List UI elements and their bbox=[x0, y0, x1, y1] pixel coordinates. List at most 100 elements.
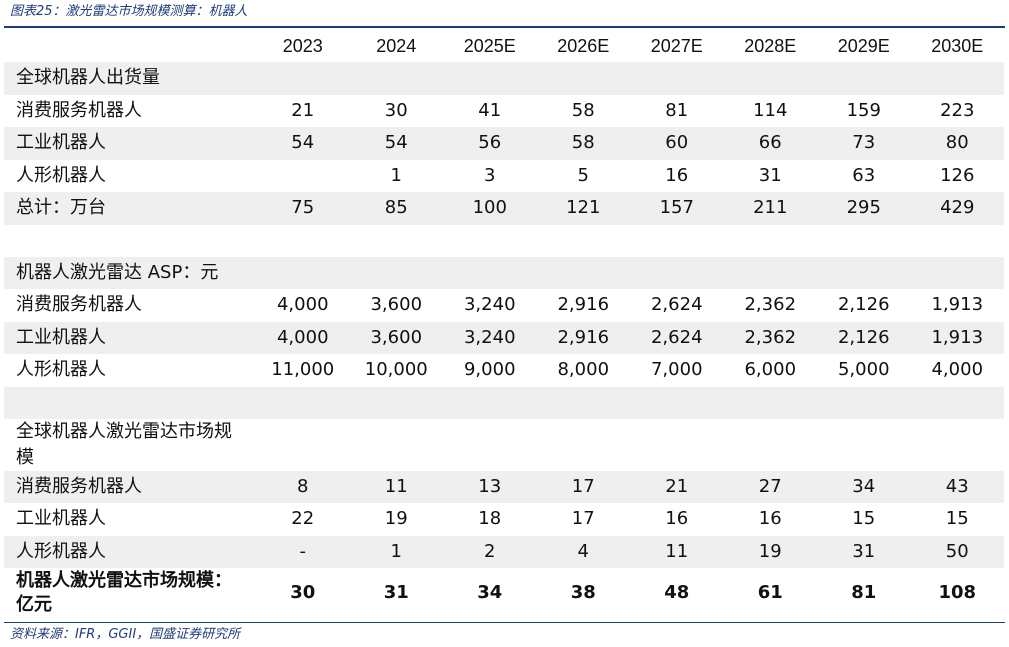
total-cell: 30 bbox=[290, 582, 316, 603]
row-label: 消费服务机器人 bbox=[4, 470, 256, 503]
table-cell: 100 bbox=[443, 192, 537, 225]
source-note: 资料来源：IFR，GGII，国盛证券研究所 bbox=[10, 627, 241, 642]
table-cell: 11,000 bbox=[271, 359, 335, 381]
table-cell: 3,240 bbox=[463, 294, 516, 316]
table-cell: 3 bbox=[484, 164, 496, 186]
row-label: 人形机器人 bbox=[4, 535, 256, 568]
lidar-market-table: 2023 2024 2025E 2026E 2027E 2028E 2029E … bbox=[4, 30, 1004, 618]
table-row: 消费服务机器人 8 11 13 17 21 27 34 43 bbox=[4, 470, 1004, 503]
table-cell: 34 bbox=[817, 470, 911, 503]
table-cell: 2,624 bbox=[650, 294, 703, 316]
row-label: 消费服务机器人 bbox=[16, 294, 142, 316]
table-cell: 2,624 bbox=[630, 321, 724, 354]
year-header: 2030E bbox=[931, 36, 984, 56]
table-cell: 2,126 bbox=[837, 294, 890, 316]
section-title: 全球机器人出货量 bbox=[4, 62, 256, 95]
table-cell: 1 bbox=[349, 535, 443, 568]
spacer-row bbox=[4, 225, 1004, 257]
table-cell: 75 bbox=[256, 192, 350, 225]
row-label: 工业机器人 bbox=[4, 321, 256, 354]
section-title: 全球机器人激光雷达市场规模 bbox=[16, 420, 232, 468]
table-cell: 10,000 bbox=[364, 359, 428, 381]
table-cell: 50 bbox=[910, 535, 1004, 568]
table-cell: 4,000 bbox=[931, 359, 984, 381]
table-cell: 11 bbox=[349, 470, 443, 503]
row-label: 工业机器人 bbox=[4, 127, 256, 160]
year-header: 2027E bbox=[650, 36, 703, 56]
table-cell: 19 bbox=[384, 508, 408, 530]
table-cell: 429 bbox=[910, 192, 1004, 225]
total-cell: 61 bbox=[757, 582, 783, 603]
table-cell: 8,000 bbox=[557, 359, 610, 381]
table-cell: 80 bbox=[910, 127, 1004, 160]
table-cell: 58 bbox=[571, 99, 595, 121]
table-cell: 2,916 bbox=[557, 294, 610, 316]
table-cell: 11 bbox=[630, 535, 724, 568]
table-cell: 66 bbox=[723, 127, 817, 160]
top-rule bbox=[4, 26, 1005, 28]
section-title-row: 全球机器人出货量 bbox=[4, 62, 1004, 95]
year-header: 2029E bbox=[837, 36, 890, 56]
table-row: 总计：万台 75 85 100 121 157 211 295 429 bbox=[4, 192, 1004, 225]
row-label: 消费服务机器人 bbox=[16, 99, 142, 121]
year-header: 2024 bbox=[376, 36, 417, 56]
table-row: 工业机器人 54 54 56 58 60 66 73 80 bbox=[4, 127, 1004, 160]
table-cell: 4,000 bbox=[256, 321, 350, 354]
total-cell: 108 bbox=[938, 582, 977, 603]
table-cell: 21 bbox=[630, 470, 724, 503]
table-cell: 16 bbox=[665, 164, 689, 186]
table-cell: 21 bbox=[291, 99, 315, 121]
table-row: 工业机器人 4,000 3,600 3,240 2,916 2,624 2,36… bbox=[4, 321, 1004, 354]
table-cell: 2,916 bbox=[536, 321, 630, 354]
table-cell: 3,600 bbox=[349, 321, 443, 354]
table-cell: 41 bbox=[478, 99, 502, 121]
table-cell: - bbox=[256, 535, 350, 568]
table-cell: 18 bbox=[478, 508, 502, 530]
table-row: 人形机器人 11,000 10,000 9,000 8,000 7,000 6,… bbox=[4, 354, 1004, 387]
table-cell: 56 bbox=[443, 127, 537, 160]
row-label: 人形机器人 bbox=[16, 164, 106, 186]
spacer-row bbox=[4, 386, 1004, 419]
table-cell: 1,913 bbox=[910, 321, 1004, 354]
total-cell: 38 bbox=[570, 582, 596, 603]
table-cell: 27 bbox=[723, 470, 817, 503]
table-cell: 1,913 bbox=[931, 294, 984, 316]
header-empty-cell bbox=[4, 30, 256, 62]
total-cell: 31 bbox=[383, 582, 409, 603]
row-label: 总计：万台 bbox=[4, 192, 256, 225]
table-cell: 8 bbox=[256, 470, 350, 503]
total-row: 机器人激光雷达市场规模：亿元 30 31 34 38 48 61 81 108 bbox=[4, 568, 1004, 618]
table-cell: 121 bbox=[536, 192, 630, 225]
table-row: 消费服务机器人 21 30 41 58 81 114 159 223 bbox=[4, 95, 1004, 128]
table-cell: 223 bbox=[940, 99, 975, 121]
total-cell: 34 bbox=[477, 582, 503, 603]
table-cell: 43 bbox=[910, 470, 1004, 503]
table-cell: 114 bbox=[753, 99, 788, 121]
row-label: 人形机器人 bbox=[16, 359, 106, 381]
year-header: 2028E bbox=[744, 36, 797, 56]
year-header: 2025E bbox=[463, 36, 516, 56]
table-cell: 63 bbox=[852, 164, 876, 186]
table-cell: 6,000 bbox=[744, 359, 797, 381]
table-cell: 15 bbox=[945, 508, 969, 530]
year-header: 2023 bbox=[282, 36, 323, 56]
table-cell: 2 bbox=[443, 535, 537, 568]
table-cell: 4,000 bbox=[276, 294, 329, 316]
table-cell: 58 bbox=[536, 127, 630, 160]
table-cell: 31 bbox=[817, 535, 911, 568]
table-cell: 73 bbox=[817, 127, 911, 160]
year-header: 2026E bbox=[557, 36, 610, 56]
total-cell: 48 bbox=[664, 582, 690, 603]
table-cell: 9,000 bbox=[463, 359, 516, 381]
table-row: 人形机器人 - 1 2 4 11 19 31 50 bbox=[4, 535, 1004, 568]
table-cell: 3,240 bbox=[443, 321, 537, 354]
table-cell: 159 bbox=[846, 99, 881, 121]
table-cell: 2,362 bbox=[723, 321, 817, 354]
table-cell: 7,000 bbox=[650, 359, 703, 381]
table-cell: 211 bbox=[723, 192, 817, 225]
section-title-row: 全球机器人激光雷达市场规模 bbox=[4, 419, 1004, 471]
table-cell: 16 bbox=[758, 508, 782, 530]
table-cell: 17 bbox=[536, 470, 630, 503]
table-row: 工业机器人 22 19 18 17 16 16 15 15 bbox=[4, 503, 1004, 536]
section-title-row: 机器人激光雷达 ASP：元 bbox=[4, 256, 1004, 289]
